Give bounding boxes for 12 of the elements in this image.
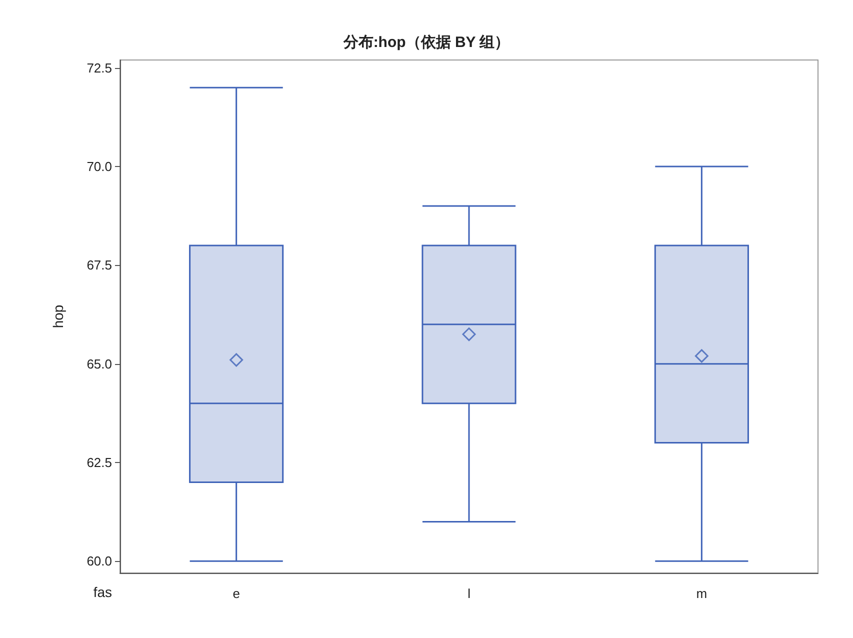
- x-axis-title: fas: [93, 584, 112, 600]
- y-tick-label: 70.0: [86, 159, 112, 174]
- y-tick-label: 67.5: [86, 258, 112, 273]
- y-tick-label: 72.5: [86, 60, 112, 76]
- y-tick-label: 65.0: [86, 356, 112, 372]
- y-tick-label: 62.5: [86, 455, 112, 470]
- chart-title: 分布:hop（依据 BY 组）: [342, 34, 510, 51]
- x-tick-label: e: [232, 586, 240, 601]
- y-axis-title: hop: [50, 304, 66, 328]
- y-tick-label: 60.0: [86, 554, 112, 569]
- x-tick-label: m: [696, 586, 708, 601]
- x-tick-label: l: [468, 586, 471, 601]
